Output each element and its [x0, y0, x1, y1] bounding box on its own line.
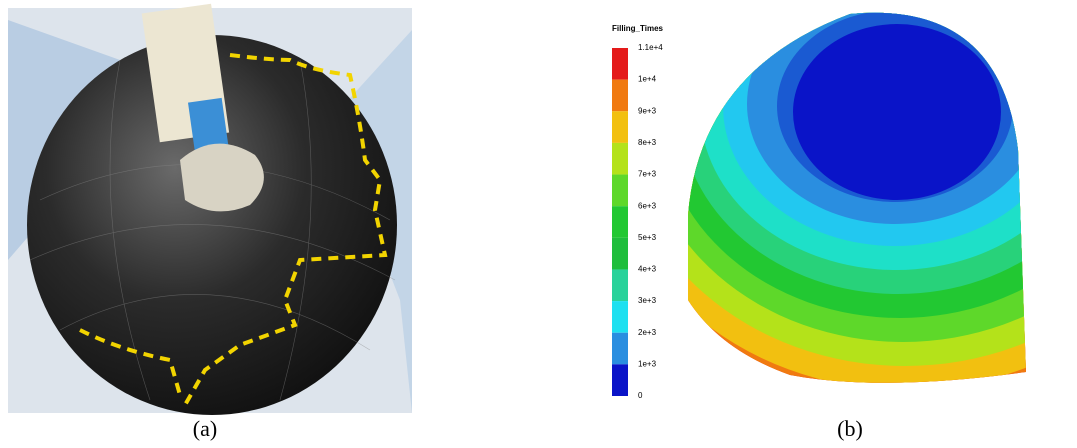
- page: (a) Filling_Times 1.1e+4 1e+4 9e+3 8e+3 7e+3…: [0, 0, 1077, 448]
- legend-swatch: [612, 333, 628, 365]
- legend-swatch: [612, 364, 628, 396]
- caption: (b): [837, 416, 863, 441]
- legend-swatch: [612, 143, 628, 175]
- legend-label: 1.1e+4: [638, 43, 663, 52]
- legend-swatch: [612, 269, 628, 301]
- photo: [8, 4, 412, 415]
- legend-swatch: [612, 48, 628, 80]
- figure: (a) Filling_Times 1.1e+4 1e+4 9e+3 8e+3 7e+3…: [0, 0, 1077, 448]
- legend-label: 2e+3: [638, 328, 657, 337]
- legend-label: 9e+3: [638, 106, 657, 115]
- legend-swatch: [612, 80, 628, 112]
- legend: 1.1e+4 1e+4 9e+3 8e+3 7e+3 6e+3 5e+3 4e+3 3e+3 2e…: [612, 43, 663, 400]
- legend-swatch: [612, 111, 628, 143]
- legend-swatch: [612, 301, 628, 333]
- legend-label: 1e+3: [638, 359, 657, 368]
- legend-label: 1e+4: [638, 75, 657, 84]
- legend-label: 8e+3: [638, 138, 657, 147]
- legend-swatch: [612, 175, 628, 207]
- legend-label: 3e+3: [638, 296, 657, 305]
- legend-swatch: [612, 206, 628, 238]
- legend-label: 0: [638, 391, 643, 400]
- legend-label: 7e+3: [638, 170, 657, 179]
- legend-title: Filling_Times: [612, 24, 664, 33]
- legend-label: 5e+3: [638, 233, 657, 242]
- legend-label: 6e+3: [638, 201, 657, 210]
- legend-swatch: [612, 238, 628, 270]
- legend-label: 4e+3: [638, 265, 657, 274]
- caption: (a): [193, 416, 217, 441]
